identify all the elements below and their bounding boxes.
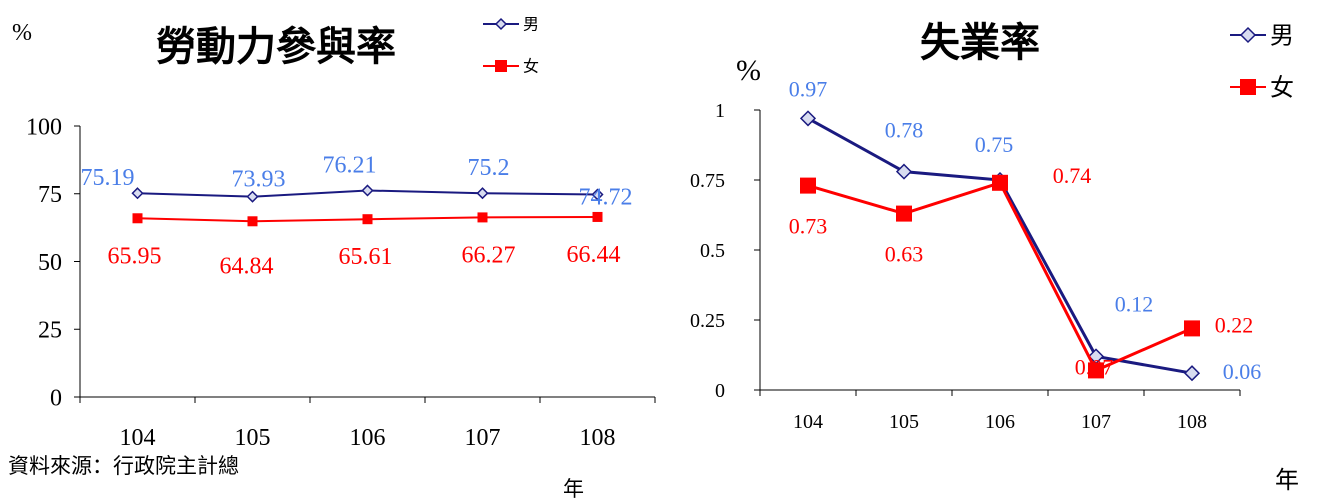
x-tick-label: 107 (1081, 411, 1111, 433)
y-tick-label: 75 (38, 182, 62, 208)
data-point-marker (477, 212, 488, 223)
data-label: 73.93 (232, 167, 286, 193)
data-label: 0.75 (975, 132, 1014, 157)
y-axis-unit: % (12, 20, 32, 46)
legend-label: 女 (523, 57, 539, 76)
data-point-marker (895, 163, 913, 180)
data-label: 74.72 (579, 185, 633, 211)
data-label: 0.74 (1053, 163, 1092, 188)
data-label: 0.22 (1215, 312, 1254, 337)
x-tick-label: 106 (350, 425, 386, 451)
chart-title: 勞動力參與率 (156, 23, 396, 70)
data-point-marker (592, 211, 603, 222)
x-tick-label: 104 (793, 411, 823, 433)
data-label: 76.21 (323, 152, 377, 178)
data-point-marker (800, 177, 816, 194)
data-label: 0.06 (1223, 359, 1262, 384)
data-point-marker (247, 216, 258, 227)
legend-marker (1240, 79, 1256, 95)
x-tick-label: 105 (235, 425, 271, 451)
y-tick-label: 0 (715, 380, 725, 402)
data-point-marker (131, 187, 144, 200)
data-point-marker (1088, 362, 1104, 379)
y-tick-label: 50 (38, 250, 62, 276)
y-tick-label: 100 (26, 114, 62, 140)
data-label: 75.2 (468, 155, 510, 181)
data-point-marker (799, 110, 817, 127)
x-tick-label: 107 (465, 425, 501, 451)
data-point-marker (476, 187, 489, 200)
data-label: 64.84 (220, 253, 274, 279)
series-line (807, 180, 1193, 373)
x-tick-label: 105 (889, 411, 919, 433)
data-point-marker (992, 174, 1008, 191)
source-note: 資料來源：行政院主計總 (8, 454, 239, 478)
data-point-marker (896, 205, 912, 222)
data-label: 0.07 (1075, 354, 1114, 379)
data-label: 66.44 (567, 242, 621, 268)
y-tick-label: 0.75 (690, 170, 725, 192)
data-label: 66.27 (462, 242, 516, 268)
data-label: 0.12 (1115, 291, 1154, 316)
legend-marker (495, 60, 507, 72)
data-label: 65.95 (108, 243, 162, 269)
chart-title: 失業率 (920, 19, 1040, 66)
data-point-marker (1184, 320, 1200, 337)
data-label: 65.61 (339, 244, 393, 270)
data-point-marker (132, 213, 143, 224)
y-tick-label: 0.5 (700, 240, 725, 262)
legend-label: 女 (1270, 73, 1294, 101)
data-point-marker (362, 214, 373, 225)
data-label: 0.63 (885, 242, 924, 267)
legend-marker (494, 17, 508, 31)
data-point-marker (246, 190, 259, 203)
data-label: 0.73 (789, 214, 828, 239)
legend-label: 男 (1270, 21, 1294, 49)
x-axis-unit: 年 (563, 477, 584, 501)
data-point-marker (361, 184, 374, 197)
data-point-marker (1183, 365, 1201, 382)
data-point-marker (591, 188, 604, 201)
x-tick-label: 108 (1177, 411, 1207, 433)
data-label: 75.19 (81, 165, 135, 191)
legend-marker (1239, 26, 1257, 44)
legend-label: 男 (523, 15, 539, 34)
x-axis-unit: 年 (1275, 466, 1299, 494)
y-tick-label: 0.25 (690, 310, 725, 332)
y-tick-label: 25 (38, 318, 62, 344)
data-label: 0.78 (885, 118, 924, 143)
x-tick-label: 104 (120, 425, 156, 451)
y-tick-label: 0 (50, 385, 62, 411)
y-axis-unit: % (736, 54, 761, 87)
x-tick-label: 106 (985, 411, 1015, 433)
y-tick-label: 1 (715, 100, 725, 122)
data-label: 0.97 (789, 76, 828, 101)
x-tick-label: 108 (580, 425, 616, 451)
